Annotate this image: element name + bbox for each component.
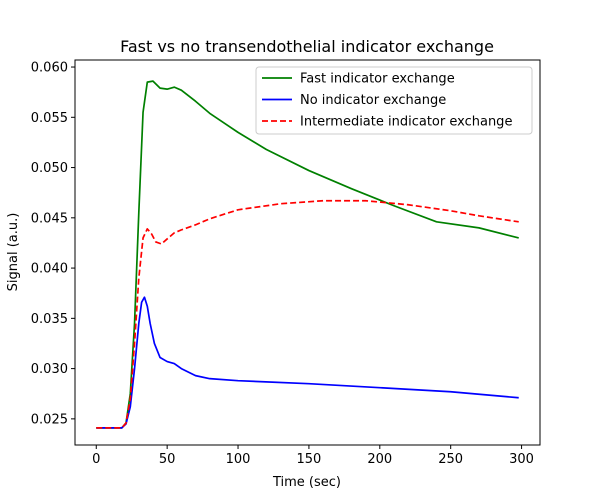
y-tick-label: 0.025 [31,412,68,427]
x-tick-label: 100 [226,452,251,467]
x-tick-label: 250 [438,452,463,467]
series-line-0 [96,80,519,429]
x-tick-label: 200 [367,452,392,467]
legend-label-2: Intermediate indicator exchange [300,115,512,130]
y-tick-label: 0.060 [31,61,68,76]
legend-label-1: No indicator exchange [300,93,446,108]
x-axis-label: Time (sec) [272,475,341,490]
series-line-1 [96,296,519,429]
plot-area: 0 50 100 150 200 250 300 0.0250.0300.0350.0400… [31,59,541,467]
plot-frame [74,59,541,446]
series-layer [96,80,519,429]
x-tick-label: 50 [159,452,176,467]
x-tick-label: 150 [297,452,322,467]
y-tick-label: 0.050 [31,161,68,176]
legend-label-0: Fast indicator exchange [300,72,455,87]
x-tick-label: 300 [509,452,534,467]
x-axis: 0 50 100 150 200 250 300 [92,445,534,467]
chart-title: Fast vs no transendothelial indicator ex… [120,37,494,56]
series-line-2 [96,199,519,429]
legend-frame [255,66,533,135]
y-tick-label: 0.035 [31,312,68,327]
legend: Fast indicator exchange No indicator exch… [255,66,533,135]
x-tick-label: 0 [92,452,100,467]
y-tick-label: 0.030 [31,362,68,377]
y-axis-label: Signal (a.u.) [6,213,21,292]
y-tick-label: 0.040 [31,262,68,277]
y-axis: 0.025 0.030 0.035 0.040 0.045 0.050 0.055 0.060 [31,61,75,427]
y-tick-label: 0.045 [31,211,68,226]
y-tick-label: 0.055 [31,111,68,126]
